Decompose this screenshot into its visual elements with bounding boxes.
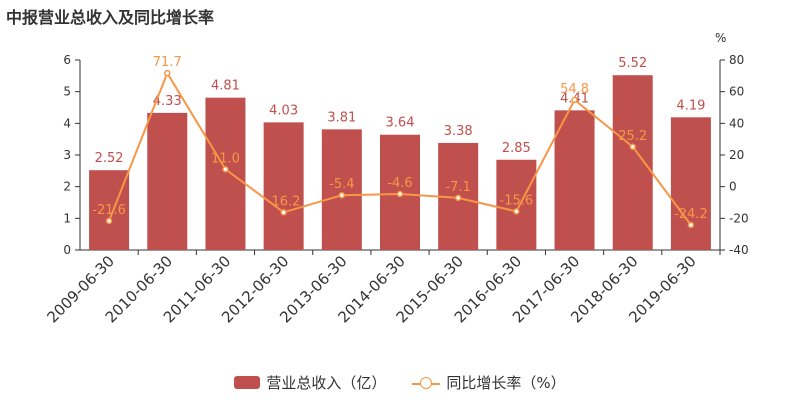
bar <box>496 159 537 250</box>
right-tick-label: 0 <box>729 180 737 194</box>
bar-value-label: 3.81 <box>327 110 356 125</box>
bar-value-label: 4.81 <box>211 79 240 94</box>
growth-point <box>396 190 404 198</box>
growth-value-label: 71.7 <box>153 55 182 70</box>
right-tick-label: 60 <box>729 85 744 99</box>
right-tick-label: 80 <box>729 53 744 67</box>
growth-point <box>571 96 578 104</box>
growth-point <box>338 191 346 199</box>
legend-label-revenue: 营业总收入（亿） <box>266 374 387 392</box>
left-tick-label: 2 <box>63 180 71 194</box>
bar-value-label: 5.52 <box>618 56 647 71</box>
bar <box>554 110 595 250</box>
legend-bar-swatch <box>234 376 261 389</box>
right-tick-label: -40 <box>729 243 749 257</box>
legend-item-revenue[interactable]: 营业总收入（亿） <box>234 372 386 393</box>
bar-value-label: 3.64 <box>386 116 415 131</box>
growth-point <box>105 217 113 225</box>
growth-value-label: 54.8 <box>560 82 589 97</box>
left-tick-label: 0 <box>63 243 71 257</box>
right-tick-label: 40 <box>729 116 744 130</box>
growth-point <box>222 166 229 173</box>
bar-value-label: 4.33 <box>153 94 182 109</box>
growth-value-label: -7.1 <box>445 180 470 195</box>
legend-line-swatch <box>412 376 441 390</box>
bar <box>205 97 246 250</box>
growth-point <box>164 69 171 77</box>
bar-value-label: 4.19 <box>676 98 705 113</box>
growth-value-label: -5.4 <box>329 177 354 192</box>
bar-value-label: 2.85 <box>502 141 531 156</box>
legend: 营业总收入（亿） 同比增长率（%） <box>0 372 800 393</box>
left-tick-label: 6 <box>63 53 71 67</box>
growth-point <box>454 194 462 202</box>
legend-item-growth[interactable]: 同比增长率（%） <box>412 372 566 393</box>
bar <box>89 170 130 250</box>
bar <box>147 112 188 250</box>
bar-value-label: 4.03 <box>269 103 298 118</box>
bar <box>670 117 711 250</box>
left-tick-label: 3 <box>63 148 71 162</box>
bar-value-label: 3.38 <box>444 124 473 139</box>
growth-point <box>513 208 520 215</box>
bar <box>321 129 362 250</box>
left-tick-label: 4 <box>63 116 71 130</box>
bar-value-label: 2.52 <box>95 151 124 166</box>
chart-title: 中报营业总收入及同比增长率 <box>6 8 215 27</box>
growth-value-label: 11.0 <box>211 151 240 166</box>
growth-value-label: -16.2 <box>267 194 301 209</box>
growth-value-label: -15.6 <box>500 193 534 208</box>
growth-value-label: -4.6 <box>387 176 412 191</box>
right-axis-unit: % <box>715 31 726 45</box>
growth-point <box>687 221 695 229</box>
growth-value-label: -24.2 <box>674 207 708 222</box>
growth-value-label: -21.6 <box>92 203 126 218</box>
bar <box>263 122 304 250</box>
right-tick-label: 20 <box>729 148 744 162</box>
left-tick-label: 1 <box>63 211 71 225</box>
growth-value-label: 25.2 <box>618 129 647 144</box>
legend-label-growth: 同比增长率（%） <box>446 374 566 392</box>
right-tick-label: -20 <box>729 211 749 225</box>
growth-point <box>629 143 636 151</box>
bar <box>612 75 653 250</box>
growth-point <box>280 209 287 216</box>
left-tick-label: 5 <box>63 85 71 99</box>
